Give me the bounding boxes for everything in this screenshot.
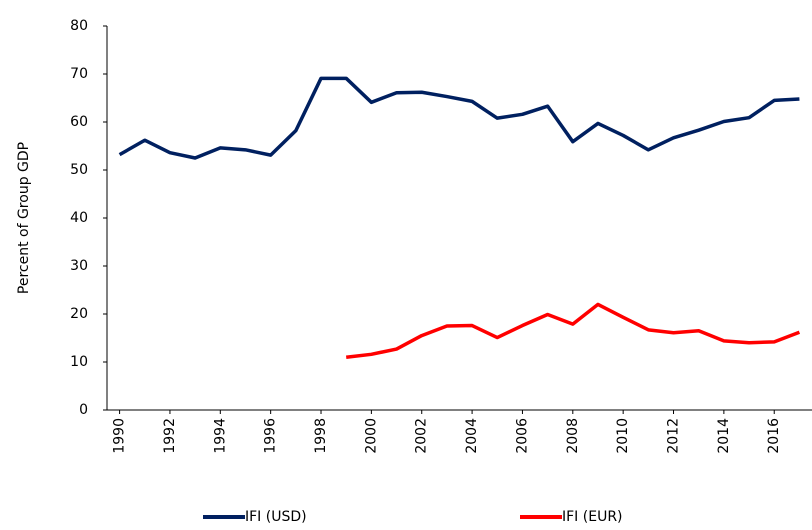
x-tick-label: 2012 <box>666 418 682 454</box>
x-tick-label: 2002 <box>414 418 430 454</box>
data-line <box>345 302 801 359</box>
data-line <box>118 76 800 160</box>
x-tick-label: 2010 <box>615 418 631 454</box>
y-tick-label: 20 <box>70 306 88 322</box>
x-tick-label: 1990 <box>112 418 128 454</box>
y-tick-label: 40 <box>70 210 88 226</box>
y-tick-label: 70 <box>70 66 88 82</box>
y-tick-label: 80 <box>70 18 88 34</box>
y-tick-label: 10 <box>70 354 88 370</box>
y-tick-label: 60 <box>70 114 88 130</box>
x-tick-label: 1994 <box>212 418 228 454</box>
x-tick-label: 1996 <box>263 418 279 454</box>
legend-label: IFI (USD) <box>245 509 307 525</box>
legend-label: IFI (EUR) <box>562 509 623 525</box>
y-tick-label: 0 <box>79 402 88 418</box>
x-tick-label: 2008 <box>565 418 581 454</box>
x-tick-label: 2000 <box>363 418 379 454</box>
x-tick-label: 1992 <box>162 418 178 454</box>
x-tick-label: 2004 <box>464 418 480 454</box>
x-tick-label: 2016 <box>766 418 782 454</box>
x-tick-label: 2006 <box>514 418 530 454</box>
y-tick-label: 30 <box>70 258 88 274</box>
x-tick-label: 1998 <box>313 418 329 454</box>
y-axis-label: Percent of Group GDP <box>16 142 32 294</box>
y-tick-label: 50 <box>70 162 88 178</box>
x-tick-label: 2014 <box>716 418 732 454</box>
